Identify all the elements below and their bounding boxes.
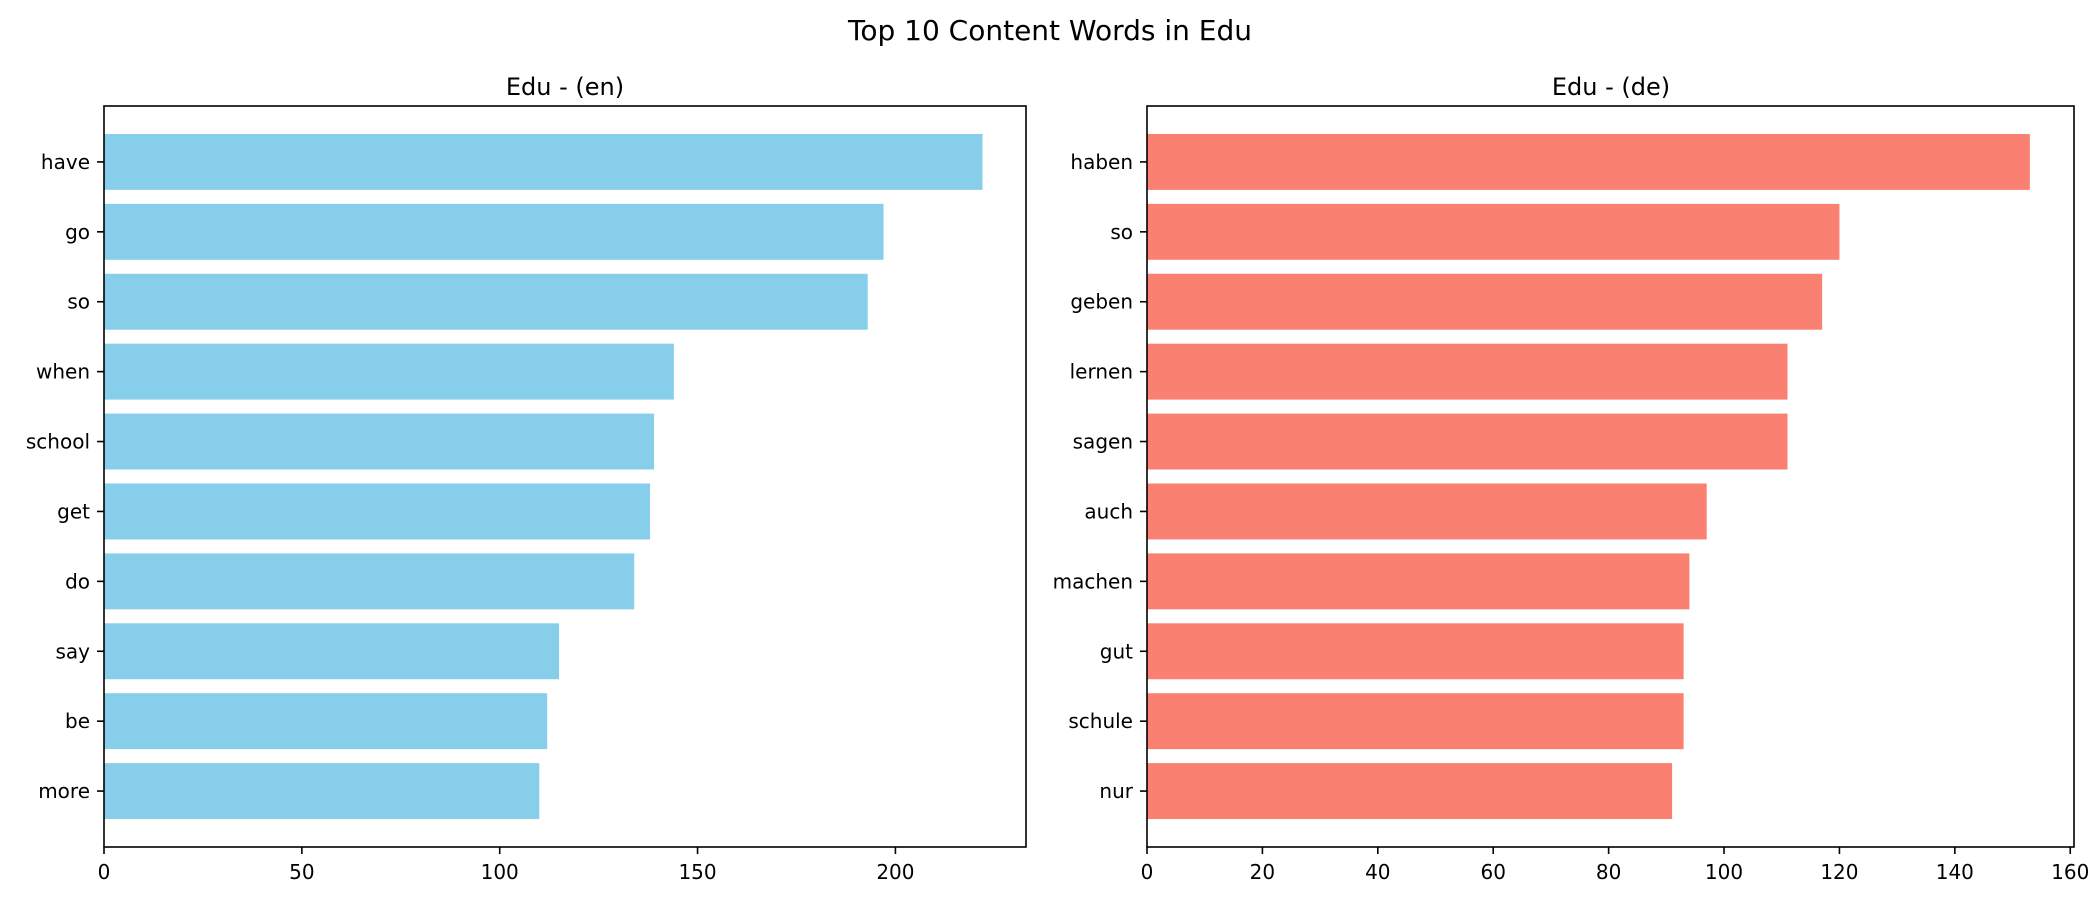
bar-de-haben — [1147, 133, 2030, 190]
y-tick-label-de-auch: auch — [1084, 499, 1133, 523]
bar-en-be — [104, 693, 548, 750]
figure-title: Top 10 Content Words in Edu — [847, 14, 1252, 47]
y-tick-label-en-when: when — [36, 360, 90, 384]
bar-en-school — [104, 413, 655, 470]
panel-title-en: Edu - (en) — [506, 73, 624, 101]
bar-en-have — [104, 133, 983, 190]
bar-de-geben — [1147, 273, 1823, 330]
bar-en-go — [104, 203, 884, 260]
y-tick-label-en-have: have — [41, 150, 90, 174]
y-tick-label-de-haben: haben — [1070, 150, 1133, 174]
y-tick-label-en-more: more — [38, 779, 90, 803]
y-tick-label-en-so: so — [67, 290, 90, 314]
bar-en-get — [104, 483, 651, 540]
y-tick-label-en-be: be — [65, 709, 90, 733]
axes-frame-en — [103, 105, 1027, 848]
x-tick-label-de-0: 0 — [1141, 860, 1154, 884]
axes-frame-de — [1146, 105, 2075, 848]
y-tick-label-en-get: get — [57, 499, 90, 523]
y-tick-label-de-gut: gut — [1100, 639, 1133, 663]
bar-de-auch — [1147, 483, 1707, 540]
chart-panel-de: Edu - (de) haben so geben lernen sagen auch ma… — [1053, 73, 2090, 884]
y-tick-label-en-school: school — [26, 430, 90, 454]
x-tick-label-de-20: 20 — [1250, 860, 1275, 884]
y-tick-label-en-say: say — [55, 639, 90, 663]
panel-title-de: Edu - (de) — [1552, 73, 1670, 101]
x-tick-label-de-40: 40 — [1365, 860, 1390, 884]
x-tick-label-en-0: 0 — [98, 860, 111, 884]
bar-en-say — [104, 623, 560, 680]
x-tick-label-de-100: 100 — [1705, 860, 1743, 884]
x-tick-label-de-60: 60 — [1480, 860, 1505, 884]
bar-en-do — [104, 553, 635, 610]
y-tick-label-de-lernen: lernen — [1070, 360, 1133, 384]
x-tick-label-de-80: 80 — [1596, 860, 1621, 884]
bar-de-lernen — [1147, 343, 1788, 400]
x-tick-label-en-50: 50 — [289, 860, 314, 884]
y-tick-label-de-machen: machen — [1053, 569, 1133, 593]
bar-de-so — [1147, 203, 1840, 260]
y-tick-label-de-geben: geben — [1070, 290, 1133, 314]
x-tick-label-de-120: 120 — [1820, 860, 1858, 884]
y-tick-label-en-do: do — [65, 569, 90, 593]
y-tick-label-de-nur: nur — [1099, 779, 1133, 803]
x-tick-label-de-140: 140 — [1936, 860, 1974, 884]
bar-de-gut — [1147, 623, 1684, 680]
x-tick-label-en-150: 150 — [678, 860, 716, 884]
bar-de-schule — [1147, 693, 1684, 750]
x-tick-label-en-100: 100 — [481, 860, 519, 884]
bar-de-machen — [1147, 553, 1690, 610]
x-tick-label-en-200: 200 — [876, 860, 914, 884]
bar-de-sagen — [1147, 413, 1788, 470]
bar-en-when — [104, 343, 674, 400]
bar-de-nur — [1147, 763, 1673, 820]
x-tick-label-de-160: 160 — [2051, 860, 2089, 884]
y-tick-label-de-so: so — [1110, 220, 1133, 244]
bar-en-so — [104, 273, 868, 330]
bar-en-more — [104, 763, 540, 820]
chart-panel-en: Edu - (en) have go so when school get do say be m… — [26, 73, 1027, 884]
y-tick-label-de-sagen: sagen — [1073, 430, 1133, 454]
y-tick-label-en-go: go — [65, 220, 90, 244]
y-tick-label-de-schule: schule — [1068, 709, 1133, 733]
